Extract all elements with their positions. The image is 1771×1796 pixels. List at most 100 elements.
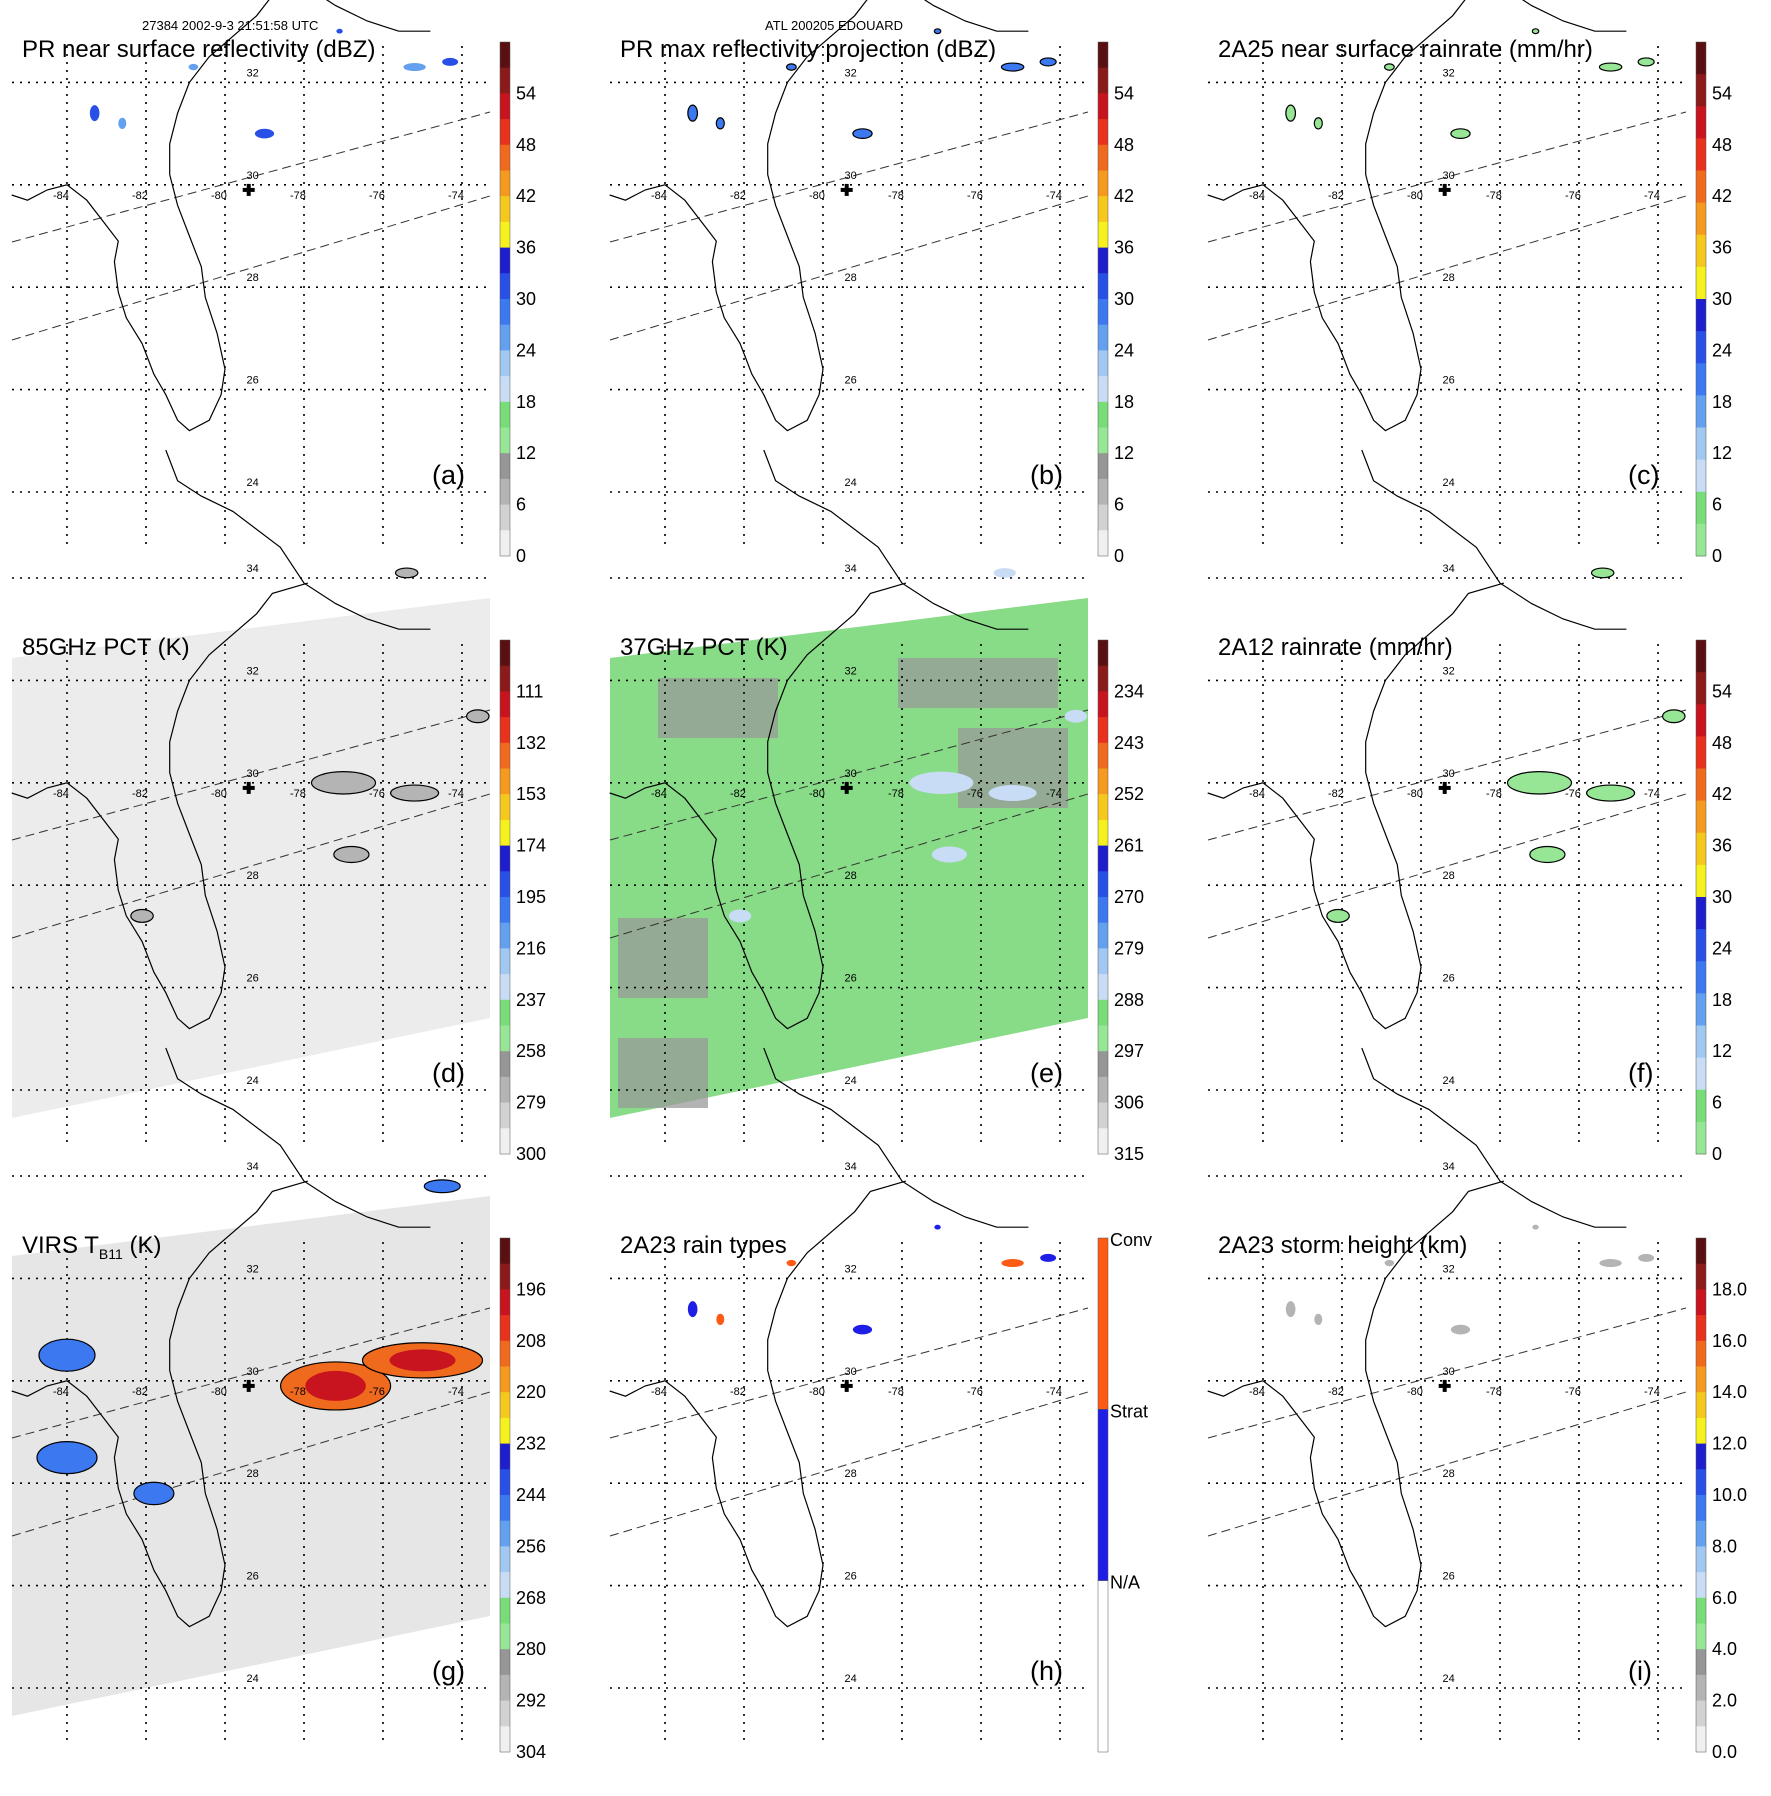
panel-letter-label: (f) bbox=[1628, 1058, 1654, 1088]
colorbar-segment bbox=[1696, 363, 1706, 396]
colorbar-tick-label: 2.0 bbox=[1712, 1691, 1737, 1711]
colorbar-tick-label: 279 bbox=[516, 1093, 546, 1113]
lon-tick-label: -76 bbox=[967, 788, 983, 800]
colorbar-segment bbox=[500, 1366, 510, 1393]
lon-tick-label: -82 bbox=[132, 190, 148, 202]
precip-feature bbox=[1326, 908, 1350, 923]
colorbar-segment bbox=[1696, 234, 1706, 268]
colorbar-segment bbox=[1696, 395, 1706, 428]
lat-tick-label: 26 bbox=[845, 1571, 857, 1583]
colorbar-tick-label: Strat bbox=[1110, 1401, 1148, 1421]
precip-feature bbox=[336, 28, 343, 34]
colorbar-segment bbox=[500, 93, 510, 120]
colorbar-tick-label: 12 bbox=[1712, 443, 1732, 463]
colorbar-segment bbox=[1696, 266, 1706, 300]
lat-tick-label: 28 bbox=[845, 870, 857, 882]
lon-tick-label: -74 bbox=[1046, 190, 1062, 202]
lon-tick-label: -76 bbox=[1565, 1386, 1581, 1398]
lon-tick-label: -76 bbox=[369, 788, 385, 800]
colorbar-segment bbox=[1696, 993, 1706, 1026]
colorbar-segment bbox=[500, 819, 510, 847]
lat-tick-label: 34 bbox=[1443, 563, 1455, 575]
lon-tick-label: -84 bbox=[651, 190, 667, 202]
lon-tick-label: -78 bbox=[1486, 788, 1502, 800]
precip-feature bbox=[1638, 1253, 1655, 1262]
panel-letter-label: (g) bbox=[432, 1656, 465, 1686]
plus-icon bbox=[1438, 183, 1451, 196]
lon-tick-label: -78 bbox=[888, 788, 904, 800]
colorbar-segment bbox=[1098, 999, 1108, 1026]
pr-swath-edge bbox=[609, 1391, 1089, 1537]
panel-title-text: 2A25 near surface rainrate (mm/hr) bbox=[1218, 36, 1593, 63]
colorbar-tick-label: 8.0 bbox=[1712, 1536, 1737, 1556]
panel-title-text: PR near surface reflectivity (dBZ) bbox=[22, 36, 376, 63]
colorbar-segment bbox=[500, 170, 510, 197]
precip-feature bbox=[38, 1338, 96, 1372]
lat-tick-label: 28 bbox=[1443, 1468, 1455, 1480]
colorbar-segment bbox=[500, 1469, 510, 1496]
lat-tick-label: 30 bbox=[845, 1366, 857, 1378]
lat-tick-label: 24 bbox=[845, 477, 857, 489]
lon-tick-label: -82 bbox=[1328, 190, 1344, 202]
lon-tick-label: -82 bbox=[132, 788, 148, 800]
lon-tick-label: -74 bbox=[448, 788, 464, 800]
colorbar-segment bbox=[500, 299, 510, 326]
lon-tick-label: -78 bbox=[1486, 1386, 1502, 1398]
colorbar-segment bbox=[500, 119, 510, 146]
colorbar-tick-label: 153 bbox=[516, 784, 546, 804]
coastline bbox=[609, 449, 1029, 1030]
colorbar-tick-label: 216 bbox=[516, 938, 546, 958]
colorbar-segment bbox=[500, 1128, 510, 1155]
colorbar-tick-label: 24 bbox=[516, 340, 536, 360]
precip-feature bbox=[1450, 1324, 1471, 1335]
precip-feature bbox=[716, 1313, 725, 1325]
precip-feature bbox=[394, 567, 419, 579]
colorbar-tick-label: 54 bbox=[1712, 681, 1732, 701]
lat-tick-label: 30 bbox=[1443, 1366, 1455, 1378]
colorbar-tick-label: 258 bbox=[516, 1041, 546, 1061]
lon-tick-label: -80 bbox=[211, 190, 227, 202]
lon-tick-label: -80 bbox=[211, 788, 227, 800]
colorbar-segment bbox=[500, 42, 510, 69]
precip-feature bbox=[254, 128, 275, 139]
precip-feature bbox=[933, 28, 942, 35]
plus-icon bbox=[242, 183, 255, 196]
colorbar: 54 48 42 36 30 24 18 12 6 0 bbox=[1097, 41, 1134, 566]
lat-tick-label: 24 bbox=[247, 1673, 259, 1685]
colorbar-segment bbox=[1098, 742, 1108, 769]
lon-tick-label: -80 bbox=[809, 788, 825, 800]
pr-swath-edge bbox=[11, 1307, 491, 1439]
panel-title-text: 2A23 rain types bbox=[620, 1232, 787, 1259]
colorbar-segment bbox=[500, 948, 510, 975]
colorbar-segment bbox=[1696, 491, 1706, 525]
panel-letter-label: (c) bbox=[1628, 460, 1660, 490]
coastline bbox=[11, 1047, 431, 1628]
colorbar-segment bbox=[1696, 1546, 1706, 1573]
colorbar-tick-label: Conv bbox=[1110, 1230, 1152, 1250]
colorbar-segment bbox=[500, 1238, 510, 1265]
precip-feature bbox=[1383, 63, 1395, 71]
colorbar-tick-label: 6.0 bbox=[1712, 1588, 1737, 1608]
pr-swath-edge bbox=[609, 709, 1089, 841]
colorbar-segment bbox=[1098, 427, 1108, 454]
lat-tick-label: 28 bbox=[1443, 272, 1455, 284]
panel-title: PR max reflectivity projection (dBZ) bbox=[620, 36, 996, 64]
precip-feature bbox=[1000, 62, 1025, 72]
colorbar-segment bbox=[1696, 736, 1706, 769]
precip-feature bbox=[852, 128, 873, 140]
lon-tick-label: -84 bbox=[1249, 190, 1265, 202]
precip-feature bbox=[1586, 784, 1636, 802]
colorbar-segment bbox=[1696, 299, 1706, 332]
map-panel-f: -84 -82 -80 -78 -76 -74 34 32 30 28 26 24 54 48 42 36 30… bbox=[1196, 449, 1771, 1198]
satellite-swath bbox=[12, 598, 490, 1118]
colorbar-segment bbox=[1696, 1263, 1706, 1290]
lat-tick-label: 32 bbox=[845, 67, 857, 79]
colorbar-tick-label: 174 bbox=[516, 836, 546, 856]
colorbar-segment bbox=[1098, 453, 1108, 480]
colorbar-segment bbox=[500, 324, 510, 351]
precip-core bbox=[305, 1370, 366, 1401]
colorbar-segment bbox=[1696, 106, 1706, 139]
panel-letter-label: (b) bbox=[1030, 460, 1063, 490]
colorbar-tick-label: 24 bbox=[1114, 340, 1134, 360]
colorbar-tick-label: 300 bbox=[516, 1144, 546, 1164]
